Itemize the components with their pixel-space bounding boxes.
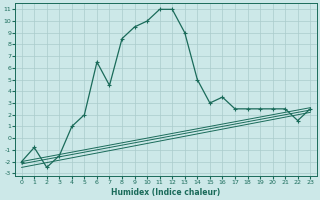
X-axis label: Humidex (Indice chaleur): Humidex (Indice chaleur) [111,188,220,197]
